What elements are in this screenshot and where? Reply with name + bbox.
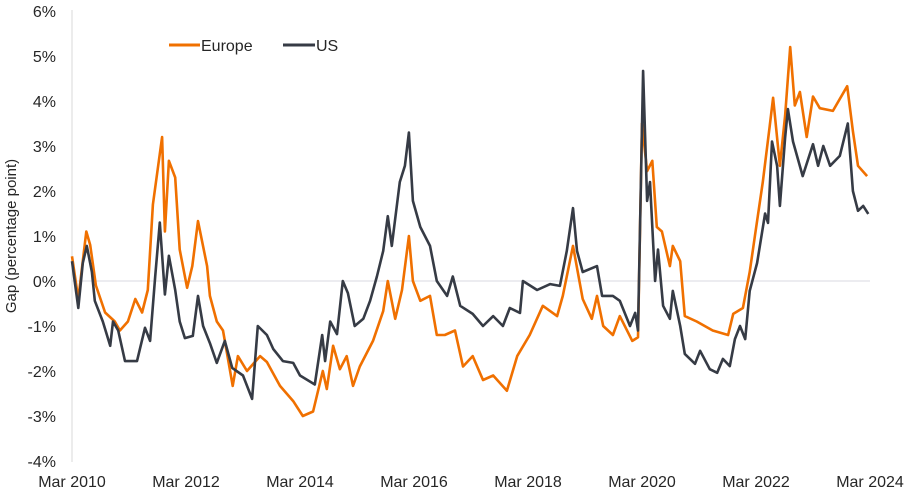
legend-label-us: US bbox=[316, 38, 338, 55]
legend: Europe US bbox=[169, 38, 338, 55]
y-tick-label: 3% bbox=[33, 139, 56, 156]
x-tick-label: Mar 2012 bbox=[152, 474, 220, 491]
series-line-us bbox=[70, 69, 870, 401]
x-tick-label: Mar 2020 bbox=[608, 474, 676, 491]
legend-label-europe: Europe bbox=[201, 38, 253, 55]
x-tick-label: Mar 2016 bbox=[380, 474, 448, 491]
y-tick-label: -2% bbox=[28, 364, 56, 381]
x-tick-label: Mar 2022 bbox=[722, 474, 790, 491]
y-axis-label: Gap (percentage point) bbox=[3, 159, 20, 313]
series-line-europe bbox=[70, 45, 869, 418]
y-tick-label: 5% bbox=[33, 49, 56, 66]
y-tick-label: 6% bbox=[33, 4, 56, 21]
y-tick-label: -1% bbox=[28, 319, 56, 336]
x-tick-label: Mar 2010 bbox=[38, 474, 106, 491]
x-tick-label: Mar 2024 bbox=[836, 474, 904, 491]
x-tick-label: Mar 2014 bbox=[266, 474, 334, 491]
y-tick-label: -3% bbox=[28, 409, 56, 426]
y-tick-label: -4% bbox=[28, 454, 56, 471]
y-tick-label: 1% bbox=[33, 229, 56, 246]
y-tick-label: 0% bbox=[33, 274, 56, 291]
y-axis-ticks: 6% 5% 4% 3% 2% 1% 0% -1% -2% -3% -4% bbox=[28, 4, 56, 471]
y-tick-label: 4% bbox=[33, 94, 56, 111]
series-group bbox=[70, 45, 870, 418]
x-axis-ticks: Mar 2010 Mar 2012 Mar 2014 Mar 2016 Mar 2018… bbox=[38, 474, 904, 491]
x-tick-label: Mar 2018 bbox=[494, 474, 562, 491]
y-tick-label: 2% bbox=[33, 184, 56, 201]
